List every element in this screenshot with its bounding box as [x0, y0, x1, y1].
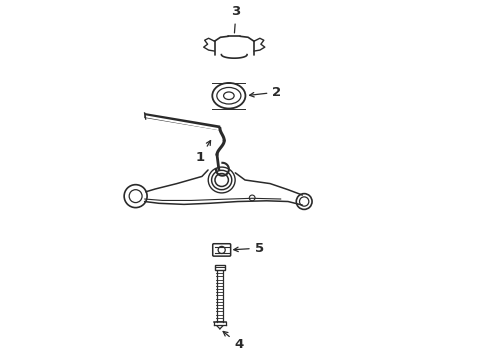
Text: 5: 5	[234, 242, 264, 255]
Text: 2: 2	[249, 86, 281, 99]
Text: 4: 4	[223, 332, 244, 351]
Text: 1: 1	[196, 140, 211, 164]
Bar	[215, 265, 224, 270]
Text: 3: 3	[231, 5, 241, 33]
